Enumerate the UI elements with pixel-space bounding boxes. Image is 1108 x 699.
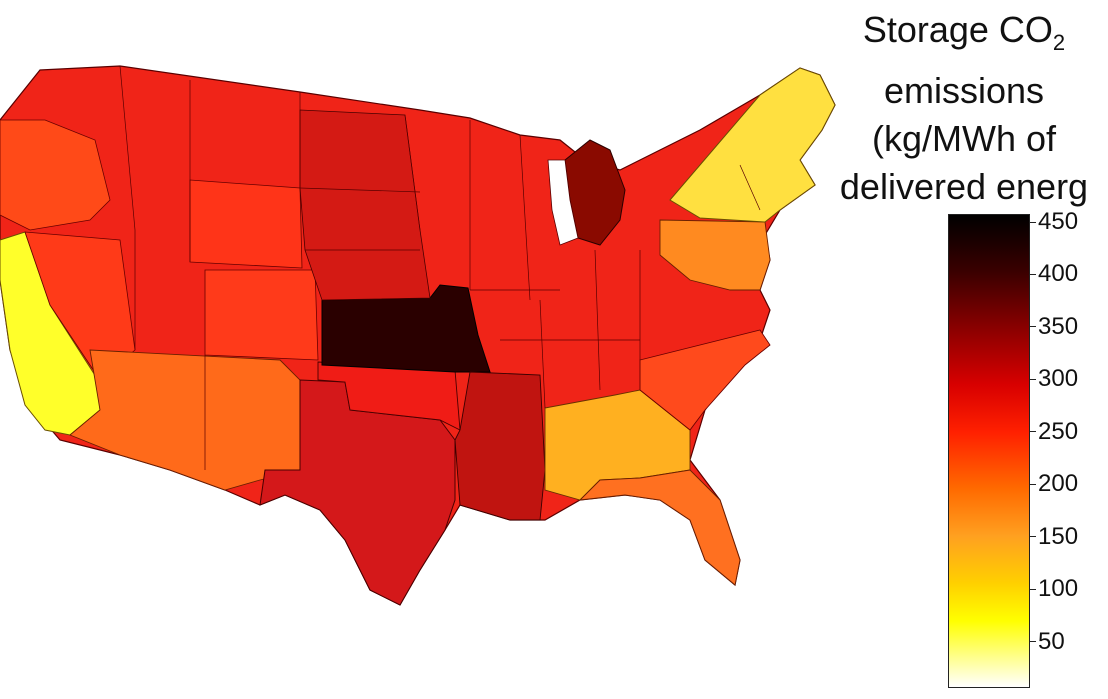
colorbar-tick-label: 150 [1038, 522, 1079, 550]
colorbar-tick-label: 400 [1038, 260, 1079, 288]
legend-title-line-1: Storage CO2 [862, 9, 1066, 55]
colorbar-ticks: 450 400 350 300 250 200 150 100 50 [1030, 208, 1108, 686]
colorbar-tick-label: 250 [1038, 417, 1079, 445]
colorbar-tick-label: 450 [1038, 208, 1079, 235]
legend-title-line-3: (kg/MWh of [871, 118, 1057, 159]
colorbar-tick-mark [1030, 221, 1036, 223]
colorbar-tick: 450 [1030, 208, 1078, 236]
colorbar-tick: 150 [1030, 523, 1078, 551]
legend-title-line-2: emissions [883, 70, 1045, 111]
colorbar [948, 214, 1030, 688]
colorbar-tick: 350 [1030, 313, 1078, 341]
legend-title: Storage CO2 emissions (kg/MWh of deliver… [814, 6, 1108, 211]
colorbar-tick-label: 200 [1038, 470, 1079, 498]
colorbar-tick-mark [1030, 483, 1036, 485]
colorbar-tick: 200 [1030, 470, 1078, 498]
colorbar-tick: 100 [1030, 575, 1078, 603]
region-oregon [0, 119, 111, 231]
colorbar-tick: 300 [1030, 365, 1078, 393]
colorbar-tick-label: 50 [1038, 627, 1065, 655]
colorbar-tick-mark [1030, 326, 1036, 328]
colorbar-tick-mark [1030, 641, 1036, 643]
colorbar-tick-label: 100 [1038, 575, 1079, 603]
region-lower-mississippi [454, 371, 546, 521]
region-oklahoma [317, 361, 461, 431]
colorbar-tick-label: 300 [1038, 365, 1079, 393]
us-choropleth-map [0, 65, 836, 606]
legend-title-line-4: delivered energ [839, 166, 1089, 207]
colorbar-tick-mark [1030, 536, 1036, 538]
colorbar-tick: 400 [1030, 260, 1078, 288]
colorbar-tick: 250 [1030, 418, 1078, 446]
region-wyoming [189, 179, 303, 269]
lake-michigan [547, 159, 579, 246]
region-southwest [69, 349, 301, 491]
colorbar-tick: 50 [1030, 628, 1065, 656]
region-florida [578, 469, 741, 586]
region-kansas-missouri [321, 284, 491, 373]
state-borders [119, 65, 761, 470]
region-colorado [204, 269, 319, 361]
colorbar-tick-mark [1030, 378, 1036, 380]
colorbar-tick-label: 350 [1038, 312, 1079, 340]
region-northeast [669, 67, 836, 223]
region-mid-atlantic [659, 219, 771, 291]
colorbar-tick-mark [1030, 431, 1036, 433]
colorbar-tick-mark [1030, 273, 1036, 275]
colorbar-tick-mark [1030, 588, 1036, 590]
region-carolinas [639, 329, 771, 431]
